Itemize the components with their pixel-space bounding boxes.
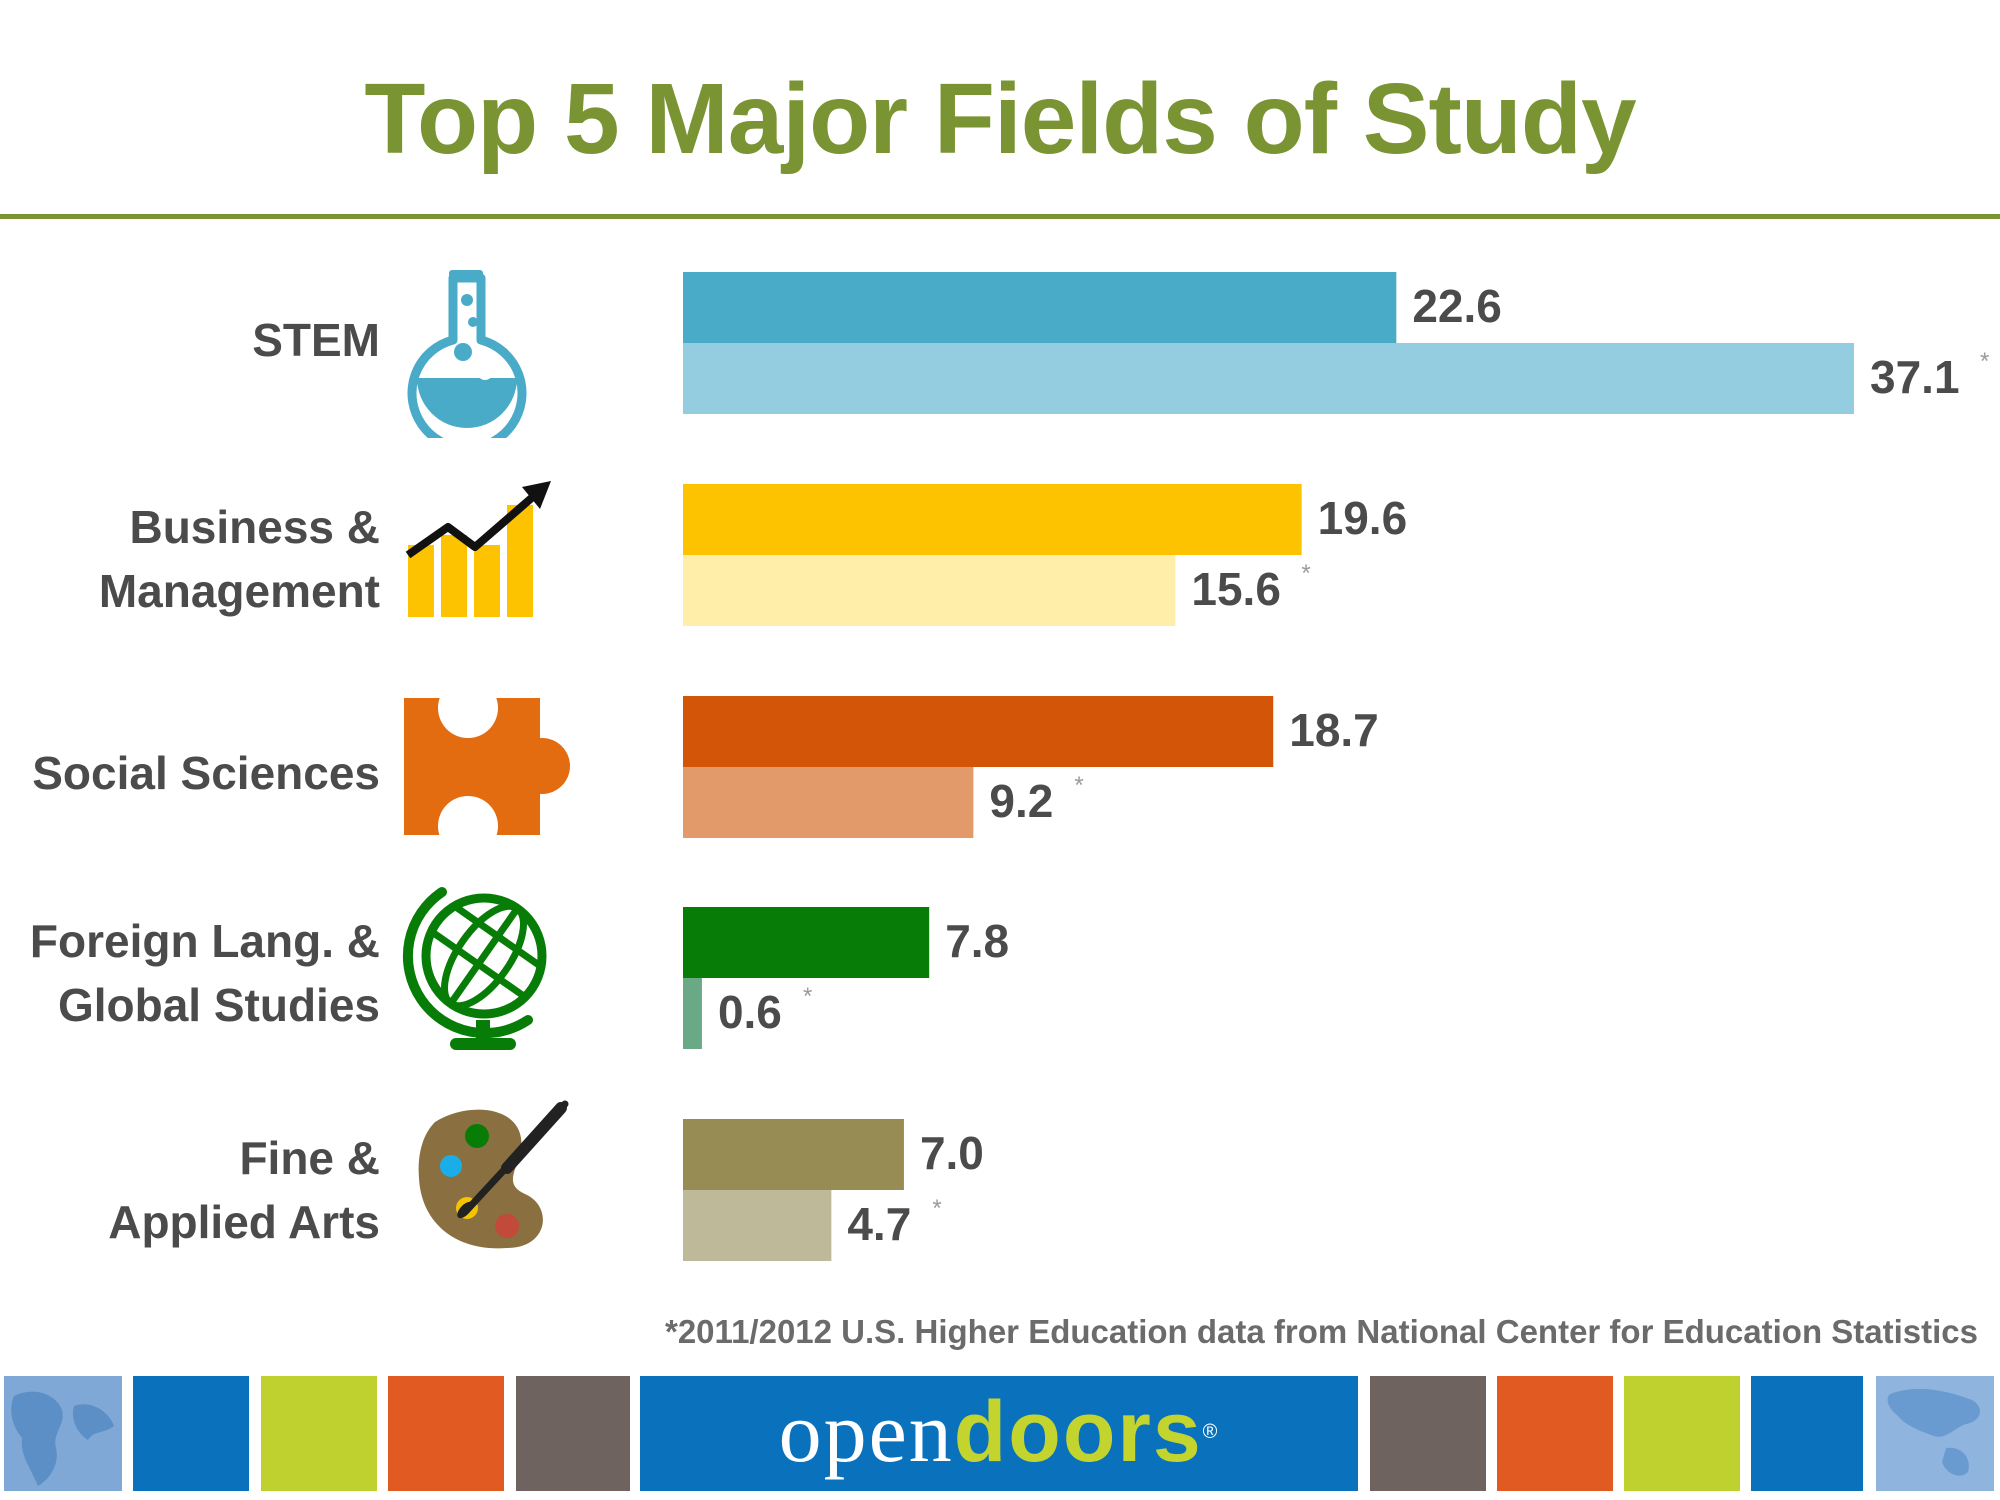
bar-series2-cat1 (683, 343, 1854, 414)
asterisk-marker: * (1074, 772, 1083, 799)
footer-map-tile-left (4, 1376, 122, 1491)
bar-chart: 22.6 37.1 * 19.6 15.6 * 18.7 9.2 * 7.8 0.6 * 7.04.7 * (683, 272, 1989, 1261)
value-label-series1-cat5: 7.0 (920, 1127, 984, 1179)
value-label-series1-cat3: 18.7 (1289, 704, 1379, 756)
logo-text-doors: doors (953, 1384, 1203, 1480)
bar-series1-cat5 (683, 1119, 904, 1190)
bar-series2-cat5 (683, 1190, 832, 1261)
opendoors-logo: opendoors® (640, 1376, 1358, 1491)
bar-series1-cat2 (683, 484, 1302, 555)
footer-tile-4 (516, 1376, 630, 1491)
value-label-series2-cat3: 9.2 (989, 775, 1053, 827)
globe-icon (402, 887, 547, 1050)
paint-palette-icon (418, 1100, 569, 1249)
category-label-fine-arts: Fine & Applied Arts (108, 1132, 380, 1248)
puzzle-piece-icon (404, 678, 570, 838)
footer-tile-3 (388, 1376, 504, 1491)
footer-banner: opendoors® (0, 1376, 2000, 1491)
bar-series2-cat3 (683, 767, 974, 838)
value-label-series1-cat4: 7.8 (945, 915, 1009, 967)
logo-registered-mark: ® (1202, 1421, 1220, 1443)
title-divider (0, 214, 2000, 219)
footer-tile-5 (1370, 1376, 1486, 1491)
value-label-series2-cat4: 0.6 (718, 986, 782, 1038)
flask-icon (407, 270, 527, 438)
category-label-foreign-lang: Foreign Lang. & Global Studies (29, 915, 380, 1031)
footer-tile-8 (1751, 1376, 1863, 1491)
footer-map-tile-right (1876, 1376, 1994, 1491)
asterisk-marker: * (803, 983, 812, 1010)
value-label-series1-cat1: 22.6 (1412, 280, 1502, 332)
chart-title: Top 5 Major Fields of Study (364, 63, 1636, 175)
value-label-series2-cat1: 37.1 (1870, 351, 1960, 403)
category-label-social-sciences: Social Sciences (32, 747, 380, 799)
world-map-icon (11, 1391, 114, 1486)
footer-tile-1 (133, 1376, 249, 1491)
asterisk-marker: * (932, 1195, 941, 1222)
bar-series1-cat4 (683, 907, 930, 978)
value-label-series2-cat5: 4.7 (847, 1198, 911, 1250)
value-label-series2-cat2: 15.6 (1191, 563, 1281, 615)
bar-series2-cat2 (683, 555, 1176, 626)
category-label-business: Business & Management (98, 501, 380, 617)
footer-tile-7 (1624, 1376, 1740, 1491)
category-label-stem: STEM (252, 314, 380, 366)
logo-text-open: open (778, 1384, 954, 1480)
asterisk-marker: * (1301, 560, 1310, 587)
footer-tile-6 (1497, 1376, 1613, 1491)
source-footnote: *2011/2012 U.S. Higher Education data fr… (664, 1313, 1978, 1350)
world-map-icon (1887, 1388, 1980, 1476)
footer-tile-2 (261, 1376, 377, 1491)
rising-chart-icon (405, 481, 551, 617)
bar-series1-cat3 (683, 696, 1274, 767)
bar-series2-cat4 (683, 978, 702, 1049)
bar-series1-cat1 (683, 272, 1397, 343)
asterisk-marker: * (1980, 348, 1989, 375)
value-label-series1-cat2: 19.6 (1318, 492, 1408, 544)
